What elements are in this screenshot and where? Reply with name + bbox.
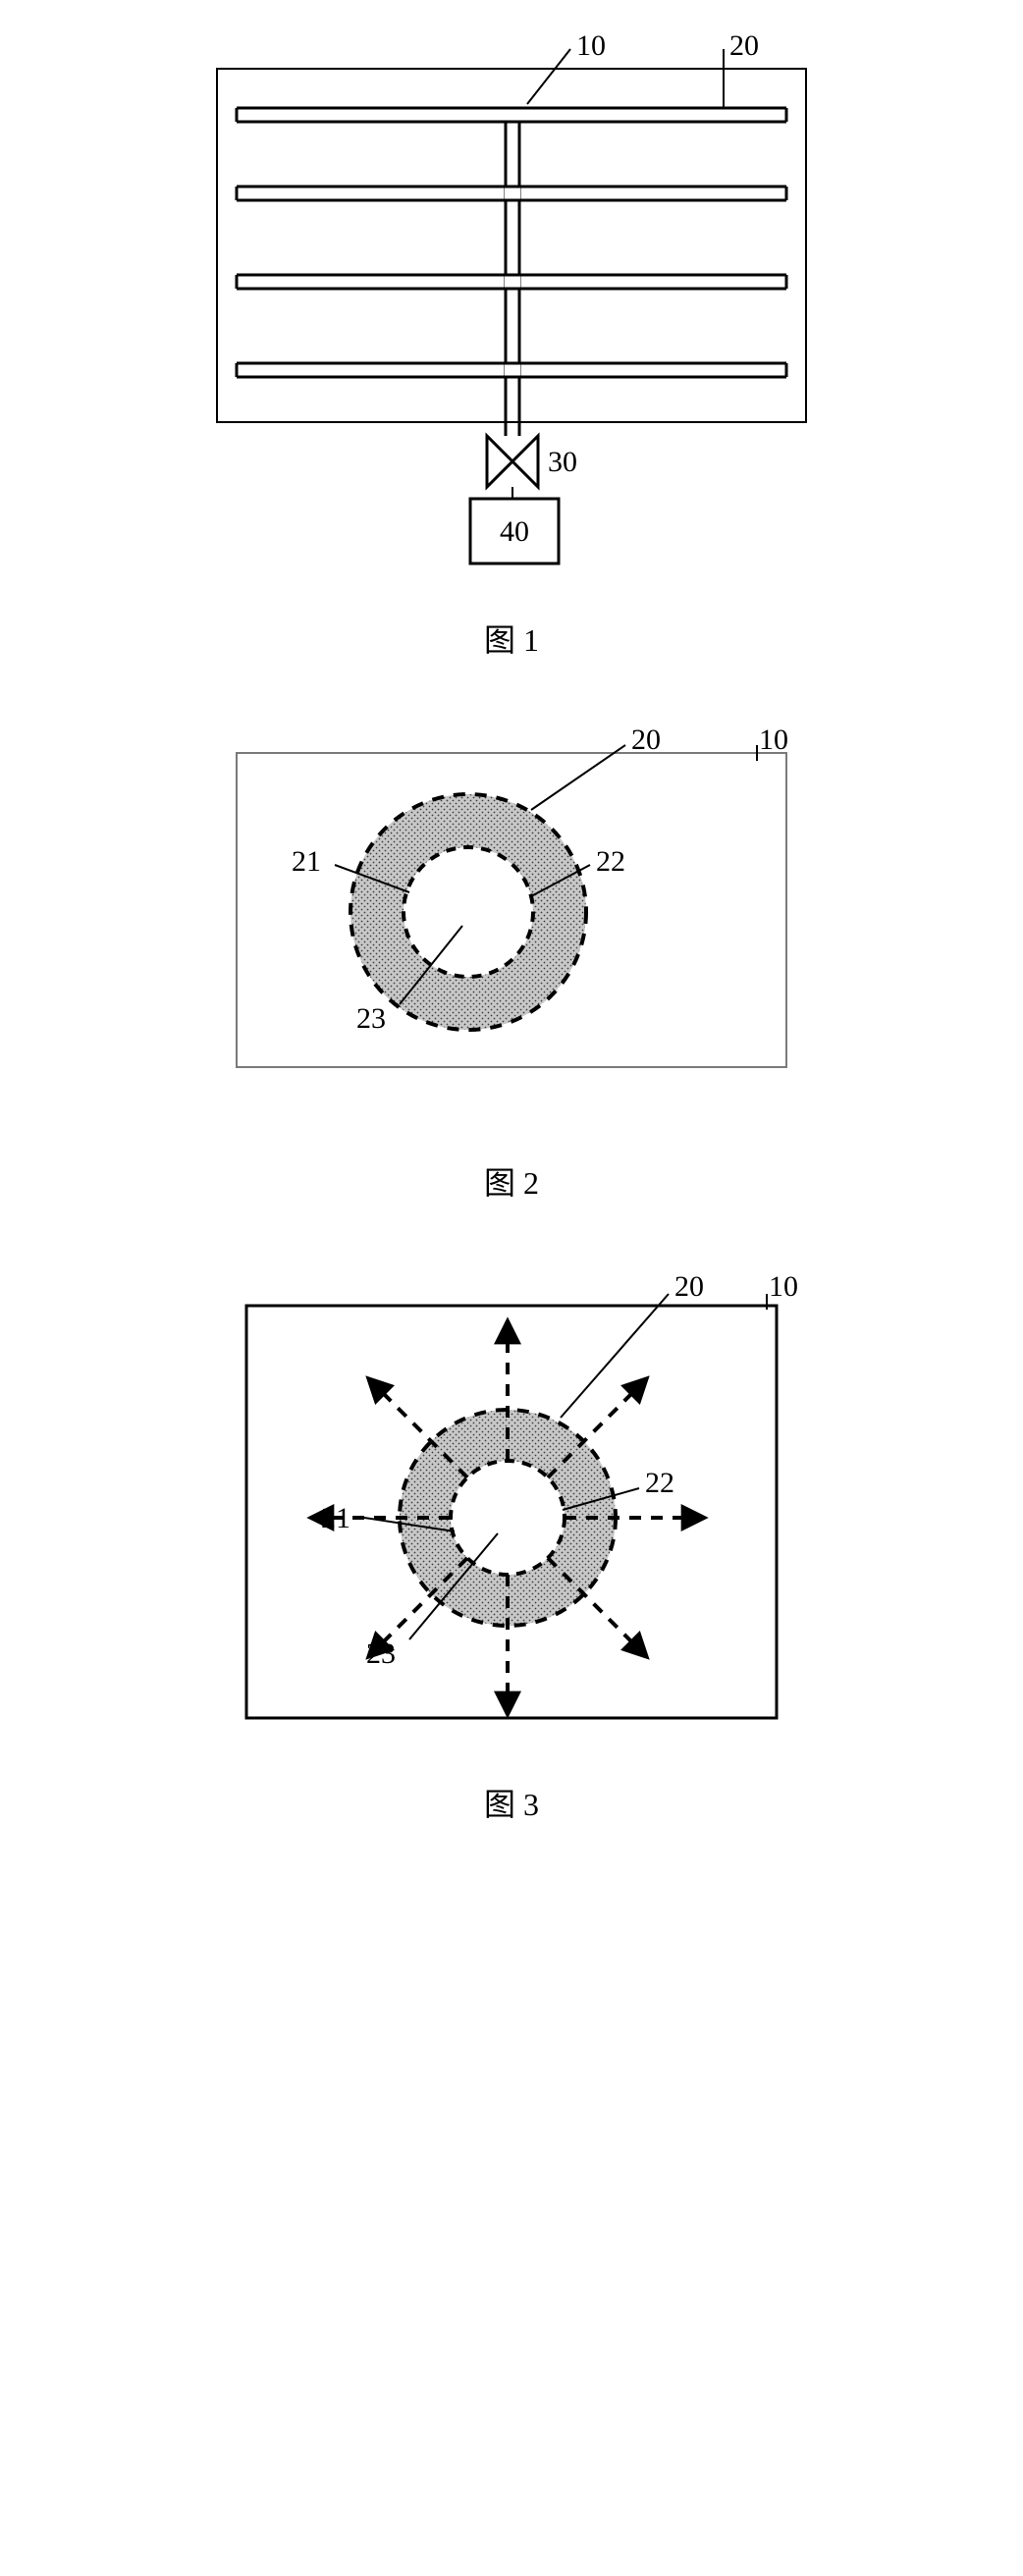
svg-text:10: 10 (769, 1270, 798, 1303)
figure-1-caption: 图 1 (484, 616, 539, 661)
figure-2-caption: 图 2 (484, 1158, 539, 1204)
figure-3-svg: 20 10 21 22 23 (178, 1262, 845, 1768)
figure-2-drawing: 20 10 21 22 23 (178, 720, 845, 1142)
svg-text:20: 20 (674, 1270, 704, 1303)
figure-3-drawing: 20 10 21 22 23 (178, 1262, 845, 1763)
svg-text:10: 10 (576, 29, 606, 62)
figure-1: 10 20 30 40 图 1 (0, 0, 1023, 720)
figure-3: 20 10 21 22 23 图 3 (0, 1262, 1023, 1884)
svg-text:10: 10 (759, 724, 788, 756)
svg-text:30: 30 (548, 446, 577, 478)
svg-text:21: 21 (292, 845, 321, 878)
figure-2-svg: 20 10 21 22 23 (178, 720, 845, 1147)
svg-text:23: 23 (366, 1637, 396, 1670)
svg-text:20: 20 (631, 724, 661, 756)
figure-3-caption: 图 3 (484, 1780, 539, 1825)
svg-text:23: 23 (356, 1002, 386, 1035)
figure-1-drawing: 10 20 30 40 (178, 29, 845, 599)
svg-text:22: 22 (596, 845, 625, 878)
svg-text:21: 21 (321, 1502, 350, 1534)
svg-text:40: 40 (500, 515, 529, 548)
svg-text:22: 22 (645, 1467, 674, 1499)
figure-1-svg: 10 20 30 40 (178, 29, 845, 604)
figure-2: 20 10 21 22 23 图 2 (0, 720, 1023, 1262)
svg-text:20: 20 (729, 29, 759, 62)
